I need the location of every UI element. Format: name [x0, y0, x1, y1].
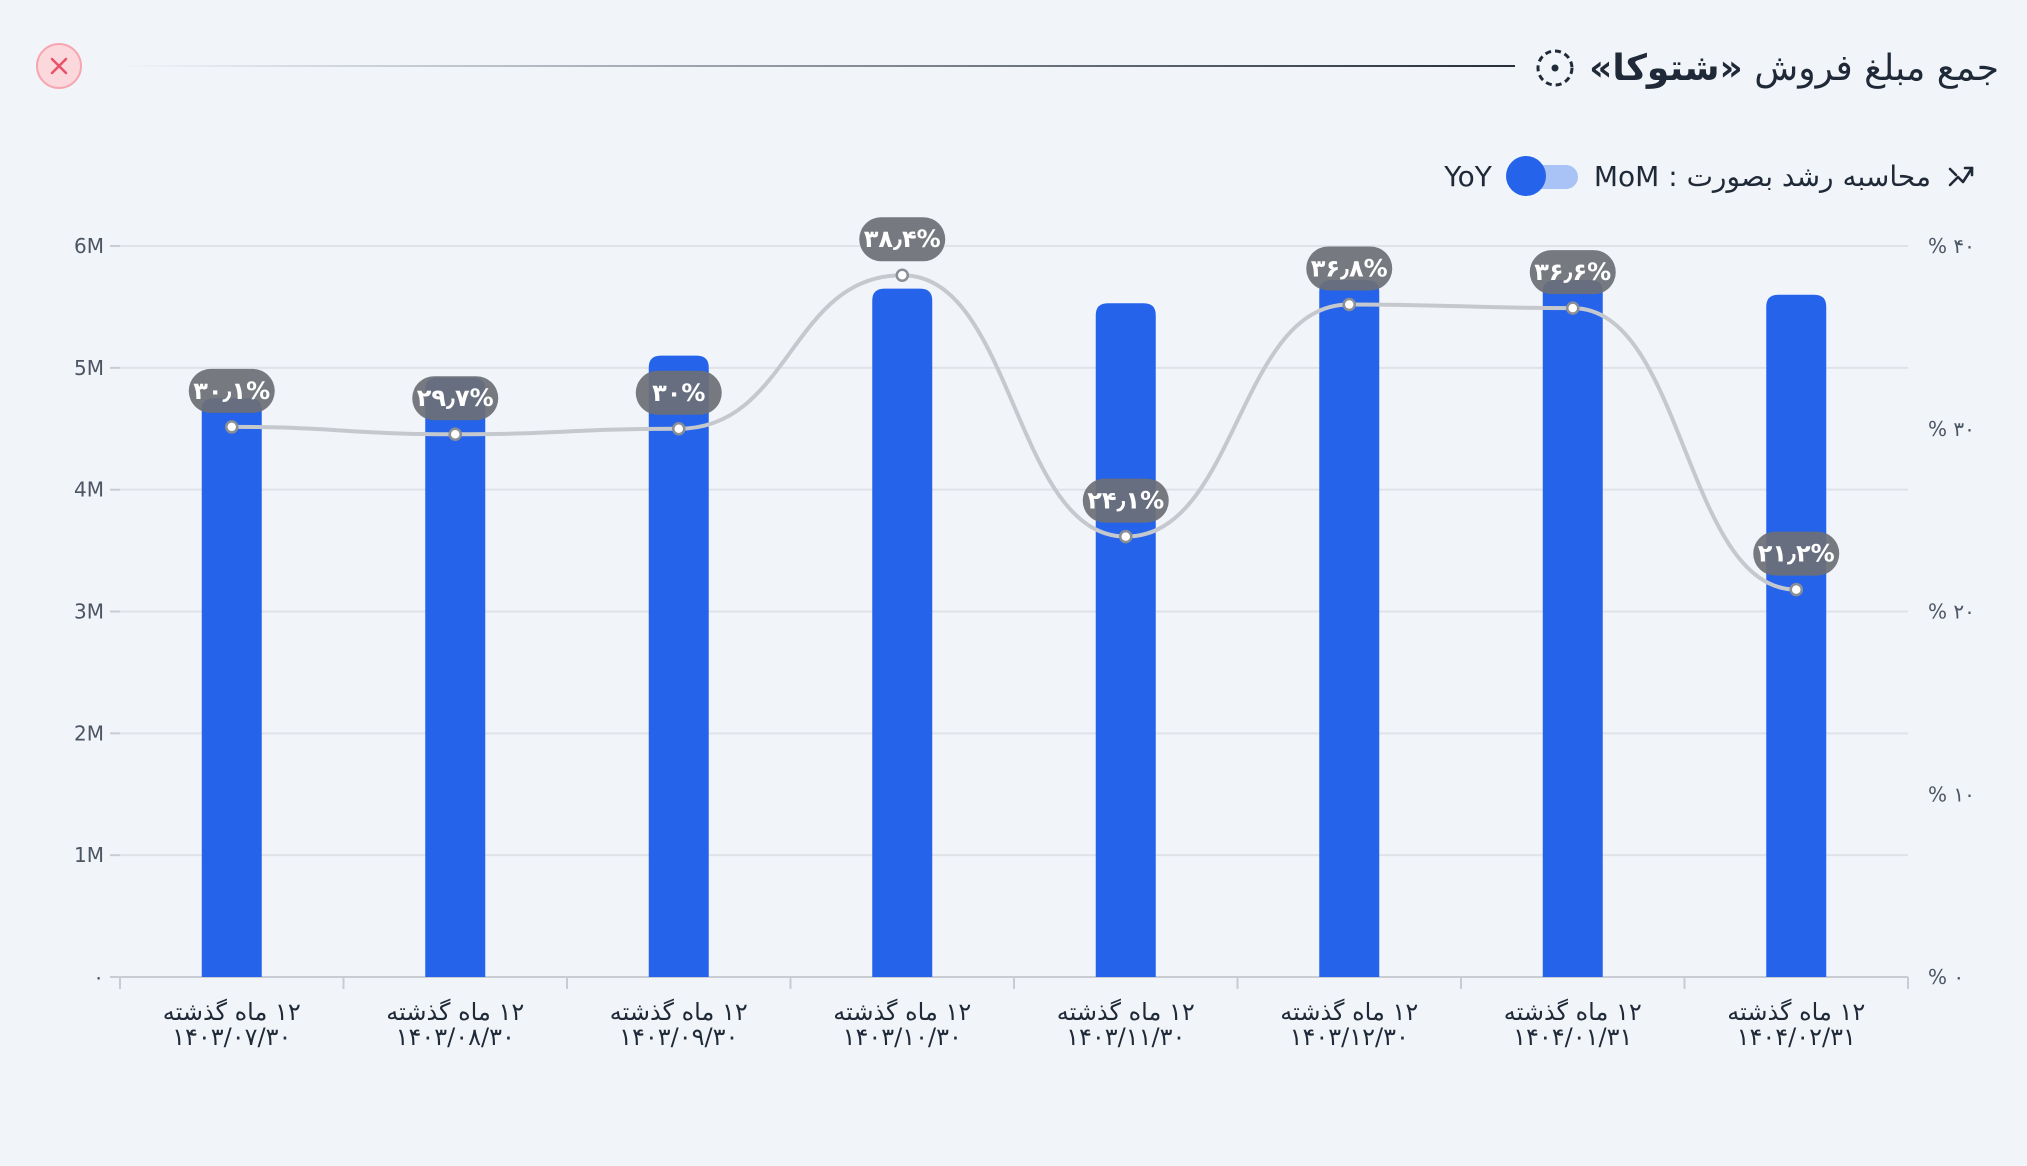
x-tick-label-date: ۱۴۰۳/۰۷/۳۰: [172, 1023, 291, 1051]
y-tick-label: 1M: [74, 843, 104, 867]
growth-point: [1566, 301, 1580, 315]
growth-label-bg: [1529, 250, 1616, 295]
growth-label: ۳۰٫۱%: [193, 377, 270, 405]
x-tick-label-date: ۱۴۰۴/۰۱/۳۱: [1513, 1023, 1632, 1051]
title-group: جمع مبلغ فروش «شتوکا»: [1535, 40, 1999, 96]
title-brand: «شتوکا»: [1589, 47, 1743, 89]
bar: [872, 288, 933, 977]
close-icon: [50, 57, 68, 75]
bar: [1542, 280, 1603, 977]
bar: [1319, 280, 1380, 977]
y2-tick-label: % ۱۰: [1928, 782, 1975, 806]
y-tick-label: 4M: [74, 478, 104, 502]
bar: [425, 377, 486, 978]
title-prefix: جمع مبلغ فروش: [1742, 47, 1999, 89]
growth-label-bg: [1082, 478, 1169, 523]
y-tick-label: 5M: [74, 356, 104, 380]
growth-label: ۲۹٫۷%: [417, 384, 494, 412]
growth-point: [1789, 582, 1803, 597]
growth-label-bg: [859, 217, 946, 262]
growth-point: [895, 268, 909, 282]
x-tick-label-date: ۱۴۰۳/۱۱/۳۰: [1066, 1023, 1185, 1051]
x-tick-label-date: ۱۴۰۳/۰۸/۳۰: [396, 1023, 515, 1051]
growth-label-bg: [1753, 531, 1840, 576]
bar: [1095, 303, 1156, 977]
growth-label: ۲۴٫۱%: [1087, 487, 1164, 515]
growth-label-bg: [635, 370, 722, 415]
y2-tick-label: % ۰: [1928, 965, 1964, 989]
toggle-knob: [1505, 156, 1546, 196]
growth-label: ۳۸٫۴%: [864, 225, 941, 253]
y-tick-label: 2M: [74, 721, 104, 745]
growth-label-bg: [188, 368, 275, 413]
x-tick-label: ۱۲ ماه گذشته: [1727, 998, 1865, 1026]
growth-point: [225, 420, 239, 434]
dashed-circle-icon: [1536, 49, 1574, 87]
growth-point: [1119, 529, 1133, 544]
growth-point: [672, 422, 686, 436]
x-tick-label: ۱۲ ماه گذشته: [386, 998, 524, 1026]
title-divider: [118, 65, 1515, 67]
growth-point: [448, 427, 462, 441]
chart-header: جمع مبلغ فروش «شتوکا»: [0, 0, 2027, 140]
growth-label: ۲۱٫۲%: [1758, 540, 1835, 568]
y2-tick-label: % ۲۰: [1928, 600, 1975, 624]
growth-mode-toggle[interactable]: [1505, 156, 1580, 196]
x-tick-label: ۱۲ ماه گذشته: [163, 998, 301, 1026]
growth-label: ۳۰%: [652, 379, 705, 407]
x-tick-label: ۱۲ ماه گذشته: [1504, 998, 1642, 1026]
growth-point: [1342, 297, 1356, 312]
growth-label: ۳۶٫۸%: [1311, 254, 1388, 282]
x-tick-label: ۱۲ ماه گذشته: [1057, 998, 1195, 1026]
x-tick-label-date: ۱۴۰۳/۱۲/۳۰: [1290, 1023, 1409, 1051]
close-button[interactable]: [36, 43, 82, 89]
y-tick-label: ۰: [93, 965, 104, 989]
x-tick-label-date: ۱۴۰۳/۰۹/۳۰: [619, 1023, 738, 1051]
growth-label: ۳۶٫۶%: [1534, 258, 1611, 286]
growth-label-bg: [412, 376, 499, 421]
y2-tick-label: % ۴۰: [1928, 234, 1975, 258]
trend-arrows-icon: [1948, 166, 1974, 187]
growth-label-bg: [1306, 246, 1393, 291]
x-tick-label: ۱۲ ماه گذشته: [610, 998, 748, 1026]
x-tick-label-date: ۱۴۰۴/۰۲/۳۱: [1737, 1023, 1856, 1051]
x-tick-label: ۱۲ ماه گذشته: [833, 998, 971, 1026]
x-tick-label-date: ۱۴۰۳/۱۰/۳۰: [843, 1023, 962, 1051]
bar: [1766, 294, 1827, 977]
x-tick-label: ۱۲ ماه گذشته: [1280, 998, 1418, 1026]
bar: [201, 398, 262, 978]
bar: [648, 355, 709, 977]
y-tick-label: 6M: [74, 234, 104, 258]
page-title: جمع مبلغ فروش «شتوکا»: [1589, 48, 1999, 89]
growth-mode-row: YoY محاسبه رشد بصورت : MoM: [1444, 156, 1977, 196]
growth-mode-label: محاسبه رشد بصورت : MoM: [1593, 159, 1931, 193]
y2-tick-label: % ۳۰: [1928, 417, 1975, 441]
y-tick-label: 3M: [74, 600, 104, 624]
yoy-label: YoY: [1444, 159, 1492, 193]
